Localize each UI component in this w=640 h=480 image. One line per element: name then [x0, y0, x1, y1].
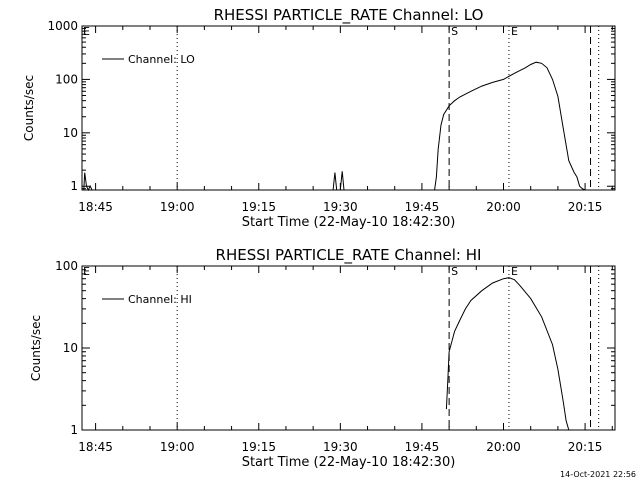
panel1-y-tick-label: 1: [70, 179, 78, 193]
panel1-corner-mark: E: [83, 25, 90, 38]
panel2-y-tick-label: 10: [63, 341, 78, 355]
panel2-x-tick-label: 20:00: [486, 440, 521, 454]
panel2-x-tick-label: 18:45: [78, 440, 113, 454]
panel1-x-tick-label: 20:00: [486, 200, 521, 214]
panel2-group: RHESSI PARTICLE_RATE Channel: HI 18:45 19:…: [29, 246, 616, 470]
panel1-y-tick-label: 100: [55, 72, 78, 86]
panel2-x-tick-label: 20:15: [568, 440, 603, 454]
panel1-marker-label-e: E: [511, 25, 518, 38]
panel1-series-line-1: [83, 61, 586, 192]
panel2-marker-label-e: E: [511, 265, 518, 278]
panel1-x-tick-label: 19:45: [405, 200, 440, 214]
panel2-x-axis-label: Start Time (22-May-10 18:42:30): [242, 455, 456, 470]
panel1-y-tick-label: 10: [63, 126, 78, 140]
panel1-x-tick-label: 19:00: [160, 200, 195, 214]
panel2-y-tick-label: 1: [70, 423, 78, 437]
panel1-plot-frame: [81, 25, 616, 191]
panel2-corner-mark: E: [83, 265, 90, 278]
panel1-title: RHESSI PARTICLE_RATE Channel: LO: [214, 6, 484, 25]
panel2-x-tick-label: 19:00: [160, 440, 195, 454]
panel1-x-tick-label: 19:30: [323, 200, 358, 214]
panel2-title: RHESSI PARTICLE_RATE Channel: HI: [216, 246, 482, 265]
panel2-series-line-1: [445, 277, 570, 431]
panel1-x-tick-label: 19:15: [241, 200, 276, 214]
panel1-x-tick-label: 20:15: [568, 200, 603, 214]
panel1-x-tick-label: 18:45: [78, 200, 113, 214]
panel2-y-tick-label: 100: [55, 259, 78, 273]
panel2-legend-label: Channel: HI: [128, 293, 192, 306]
panel2-x-tick-label: 19:45: [405, 440, 440, 454]
panel2-x-tick-label: 19:15: [241, 440, 276, 454]
panel2-x-tick-label: 19:30: [323, 440, 358, 454]
panel2-y-axis-label: Counts/sec: [29, 315, 43, 381]
panel1-y-tick-label: 1000: [47, 19, 78, 33]
panel1-marker-label-s: S: [451, 25, 458, 38]
footer-timestamp: 14-Oct-2021 22:56: [560, 470, 636, 479]
panel1-legend-label: Channel: LO: [128, 53, 195, 66]
panel1-group: RHESSI PARTICLE_RATE Channel: LO 18:45 19:…: [22, 6, 616, 230]
panel1-y-axis-label: Counts/sec: [22, 75, 36, 141]
panel2-plot-frame: [81, 265, 616, 431]
panel2-marker-label-s: S: [451, 265, 458, 278]
panel1-x-axis-label: Start Time (22-May-10 18:42:30): [242, 215, 456, 230]
